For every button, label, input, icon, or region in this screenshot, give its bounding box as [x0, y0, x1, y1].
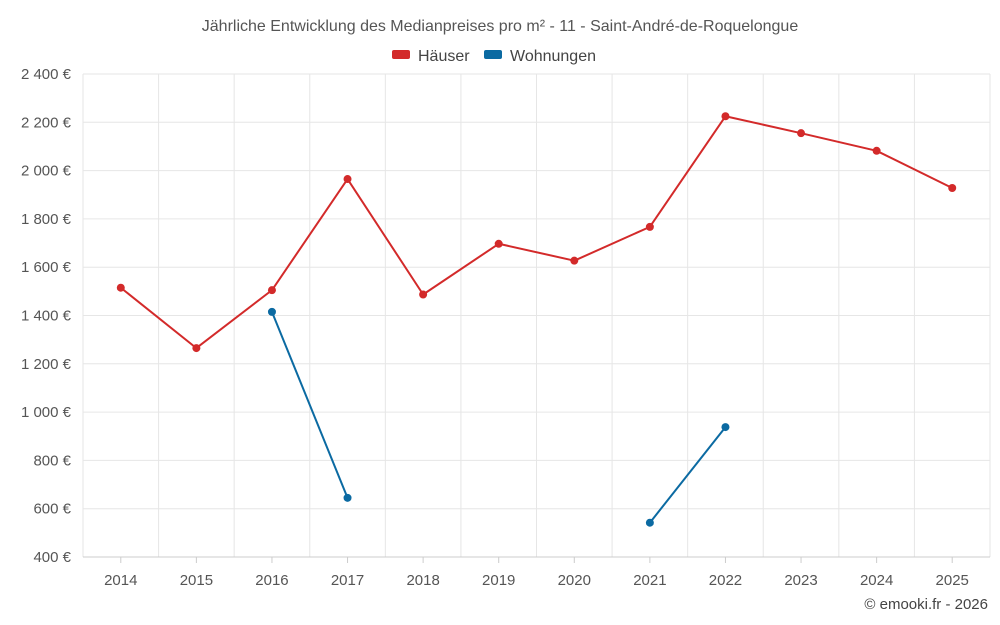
- x-tick-label: 2025: [936, 572, 969, 589]
- y-tick-label: 600 €: [33, 501, 71, 518]
- gridlines: [82, 73, 991, 558]
- y-tick-label: 1 800 €: [21, 211, 72, 228]
- y-tick-label: 2 400 €: [21, 66, 72, 83]
- x-tick-label: 2015: [180, 572, 213, 589]
- y-tick-label: 800 €: [33, 452, 71, 469]
- x-tick-label: 2023: [784, 572, 817, 589]
- x-tick-label: 2018: [406, 572, 439, 589]
- x-tick-label: 2017: [331, 572, 364, 589]
- x-tick-label: 2019: [482, 572, 515, 589]
- data-point: [645, 518, 654, 527]
- y-tick-label: 1 600 €: [21, 259, 72, 276]
- x-tick-label: 2024: [860, 572, 893, 589]
- data-point: [645, 222, 654, 231]
- x-tick-label: 2014: [104, 572, 137, 589]
- legend-swatch-haeuser: [392, 50, 410, 59]
- legend-item-haeuser[interactable]: Häuser: [392, 48, 470, 65]
- x-tick-label: 2016: [255, 572, 288, 589]
- legend: Häuser Wohnungen: [392, 48, 596, 65]
- series-layer: [116, 112, 957, 527]
- legend-item-wohnungen[interactable]: Wohnungen: [484, 48, 596, 65]
- legend-swatch-wohnungen: [484, 50, 502, 59]
- data-point: [267, 286, 276, 295]
- data-point: [116, 283, 125, 292]
- x-tick-label: 2020: [558, 572, 591, 589]
- legend-label-haeuser: Häuser: [418, 48, 470, 65]
- data-point: [494, 239, 503, 248]
- data-point: [948, 183, 957, 192]
- credit-text: © emooki.fr - 2026: [864, 596, 988, 613]
- y-tick-label: 400 €: [33, 549, 71, 566]
- data-point: [797, 129, 806, 138]
- series-line: [120, 115, 953, 350]
- data-point: [570, 256, 579, 265]
- series-line: [271, 311, 349, 499]
- legend-label-wohnungen: Wohnungen: [510, 48, 596, 65]
- data-point: [872, 146, 881, 155]
- y-tick-label: 1 000 €: [21, 404, 72, 421]
- data-point: [419, 290, 428, 299]
- data-point: [721, 423, 730, 432]
- y-tick-label: 2 200 €: [21, 114, 72, 131]
- series-haeuser: [116, 112, 957, 353]
- chart-title: Jährliche Entwicklung des Medianpreises …: [202, 18, 799, 35]
- y-tick-label: 2 000 €: [21, 163, 72, 180]
- data-point: [343, 175, 352, 184]
- series-line: [649, 426, 727, 524]
- x-tick-label: 2021: [633, 572, 666, 589]
- series-wohnungen: [267, 307, 730, 527]
- data-point: [721, 112, 730, 121]
- x-axis: 2014 2015 2016 2017 2018 2019 2020 2021 2022 2023…: [83, 556, 990, 589]
- y-tick-label: 1 200 €: [21, 356, 72, 373]
- data-point: [267, 307, 276, 316]
- data-point: [343, 493, 352, 502]
- y-axis: 400 € 600 € 800 € 1 000 € 1 200 € 1 400 € 1 60…: [21, 66, 72, 566]
- y-tick-label: 1 400 €: [21, 308, 72, 325]
- x-tick-label: 2022: [709, 572, 742, 589]
- data-point: [192, 344, 201, 353]
